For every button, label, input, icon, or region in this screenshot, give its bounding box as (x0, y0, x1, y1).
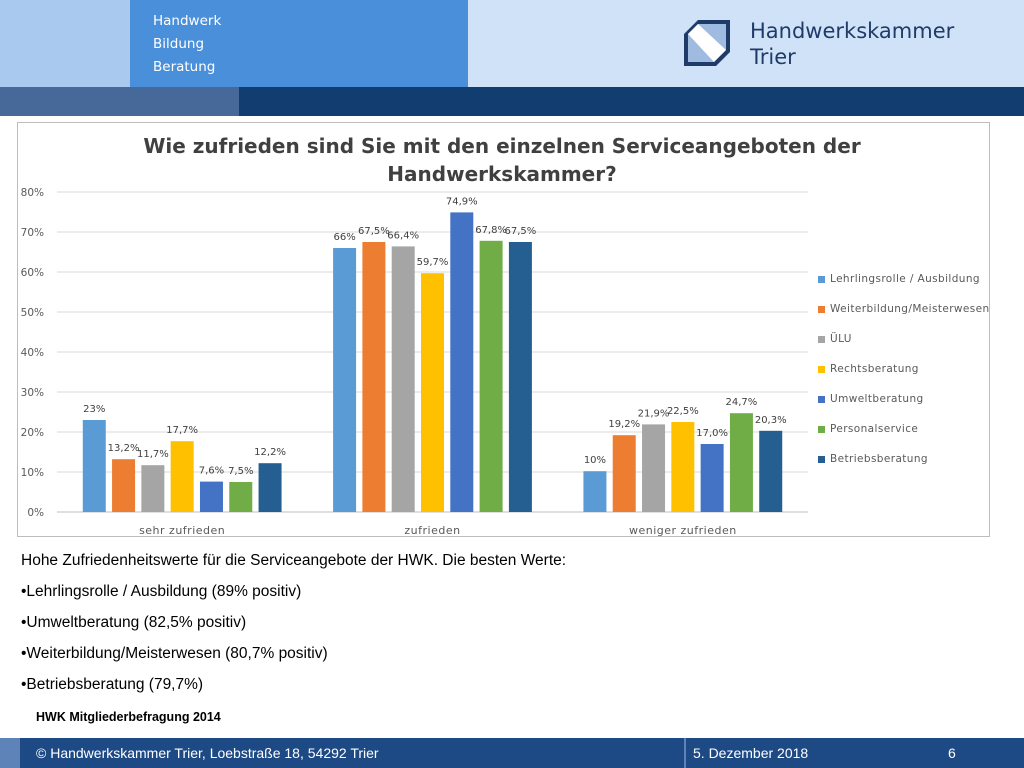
footer-left-block (0, 738, 20, 768)
bar (700, 444, 724, 512)
data-label: 11,7% (137, 449, 169, 460)
legend-label: Betriebsberatung (830, 453, 928, 465)
y-tick-label: 40% (21, 347, 44, 359)
data-label: 17,7% (166, 425, 198, 436)
data-label: 12,2% (254, 447, 286, 458)
chart-title: Wie zufrieden sind Sie mit den einzelnen… (143, 134, 861, 186)
legend-swatch (818, 426, 825, 433)
y-tick-label: 50% (21, 307, 44, 319)
header-left-block (0, 0, 130, 87)
x-category-label: sehr zufrieden (139, 524, 225, 537)
data-label: 24,7% (726, 397, 758, 408)
y-tick-label: 60% (21, 267, 44, 279)
brand-line: Handwerkskammer (750, 19, 955, 43)
source-note: HWK Mitgliederbefragung 2014 (36, 710, 221, 724)
brand-line: Trier (750, 45, 796, 69)
bar (229, 482, 253, 512)
notes-bullet: •Betriebsberatung (79,7%) (21, 676, 204, 693)
data-label: 22,5% (667, 406, 699, 417)
bar (199, 481, 223, 512)
data-label: 67,5% (505, 226, 537, 237)
footer-copyright: © Handwerkskammer Trier, Loebstraße 18, … (36, 745, 379, 761)
data-label: 20,3% (755, 415, 787, 426)
header-brand-block (468, 0, 1024, 87)
legend-label: Weiterbildung/Meisterwesen (830, 303, 990, 315)
header-band-light (0, 87, 239, 116)
bar (112, 459, 136, 512)
bar (450, 212, 474, 512)
footer-main-block (20, 738, 685, 768)
x-category-label: weniger zufrieden (629, 524, 737, 537)
bar (258, 463, 282, 512)
data-label: 21,9% (638, 408, 670, 419)
data-label: 19,2% (608, 419, 640, 430)
data-label: 66,4% (387, 230, 419, 241)
y-tick-label: 70% (21, 227, 44, 239)
bar (612, 435, 636, 512)
data-label: 66% (333, 232, 355, 243)
y-tick-label: 0% (27, 507, 44, 519)
legend-swatch (818, 396, 825, 403)
header-tagline-block (130, 0, 468, 87)
header-band-dark (239, 87, 1024, 116)
brand-name: Handwerkskammer Trier (750, 18, 954, 70)
y-tick-label: 30% (21, 387, 44, 399)
bar (759, 430, 783, 512)
tagline-line: Bildung (153, 36, 205, 52)
legend-label: Personalservice (830, 423, 919, 435)
bar (333, 248, 357, 512)
tagline-line: Beratung (153, 59, 216, 75)
hwk-logo-icon (684, 20, 730, 66)
tagline: Handwerk Bildung Beratung (153, 10, 221, 79)
y-tick-label: 10% (21, 467, 44, 479)
data-label: 10% (584, 455, 606, 466)
bar (82, 420, 106, 512)
notes-intro: Hohe Zufriedenheitswerte für die Service… (21, 552, 567, 569)
notes-bullet: •Weiterbildung/Meisterwesen (80,7% posit… (21, 645, 328, 662)
footer-separator (684, 738, 686, 768)
data-label: 67,5% (358, 226, 390, 237)
bar (170, 441, 194, 512)
bar (362, 242, 386, 512)
x-category-label: zufrieden (404, 524, 460, 537)
legend-swatch (818, 366, 825, 373)
bar (671, 422, 695, 512)
data-label: 23% (83, 404, 105, 415)
tagline-line: Handwerk (153, 13, 222, 29)
y-tick-label: 20% (21, 427, 44, 439)
bar (642, 424, 666, 512)
footer-date: 5. Dezember 2018 (693, 745, 809, 761)
legend-swatch (818, 456, 825, 463)
data-label: 7,5% (228, 466, 253, 477)
bar (421, 273, 444, 512)
y-tick-label: 80% (21, 187, 44, 199)
legend-label: Rechtsberatung (830, 363, 919, 375)
legend-label: Umweltberatung (830, 393, 924, 405)
legend-swatch (818, 336, 825, 343)
bar (141, 465, 165, 512)
footer-right-block (685, 738, 1024, 768)
bar (391, 246, 415, 512)
notes-bullet: •Lehrlingsrolle / Ausbildung (89% positi… (21, 583, 302, 600)
legend-label: Lehrlingsrolle / Ausbildung (830, 273, 980, 285)
data-label: 17,0% (696, 428, 728, 439)
legend-label: ÜLU (830, 333, 852, 345)
data-label: 59,7% (417, 257, 449, 268)
bar (729, 413, 753, 512)
data-label: 7,6% (199, 466, 224, 477)
data-label: 13,2% (108, 443, 140, 454)
data-label: 67,8% (475, 225, 507, 236)
bar (583, 471, 607, 512)
notes-bullet: •Umweltberatung (82,5% positiv) (21, 614, 247, 631)
bar (479, 240, 503, 513)
page-number: 6 (948, 745, 956, 761)
data-label: 74,9% (446, 196, 478, 207)
legend-swatch (818, 306, 825, 313)
bar (508, 242, 532, 512)
legend-swatch (818, 276, 825, 283)
